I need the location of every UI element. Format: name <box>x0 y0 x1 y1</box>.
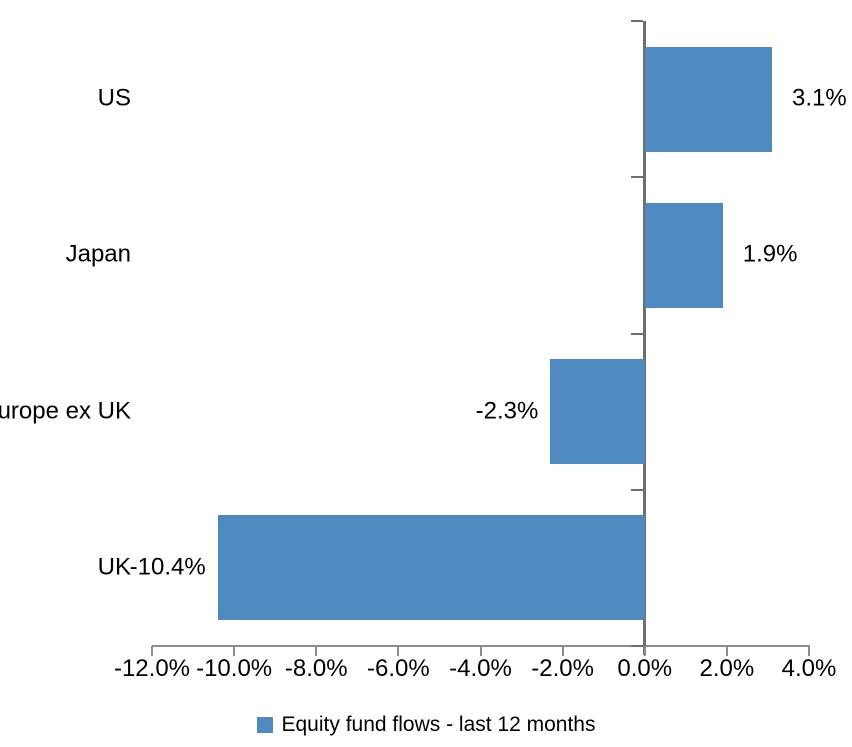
data-label: -10.4% <box>129 553 206 581</box>
category-label: Japan <box>65 240 131 268</box>
category-boundary-tick <box>631 20 644 22</box>
x-tick-label: -10.0% <box>196 655 273 682</box>
category-boundary-tick <box>631 176 644 179</box>
bar-us <box>644 46 773 152</box>
x-tick-label: -6.0% <box>367 655 430 682</box>
bar-europe-ex-uk <box>550 359 645 465</box>
x-tick-label: -4.0% <box>449 655 512 682</box>
x-axis-tick <box>315 646 318 656</box>
x-axis-tick <box>151 646 153 656</box>
x-tick-label: -12.0% <box>113 655 191 682</box>
legend-label: Equity fund flows - last 12 months <box>281 713 596 736</box>
x-tick-label: -2.0% <box>531 655 594 682</box>
x-tick-label: 2.0% <box>699 655 755 682</box>
x-tick-label: 0.0% <box>617 655 673 682</box>
x-axis-tick <box>643 646 646 656</box>
category-boundary-tick <box>631 332 644 335</box>
legend: Equity fund flows - last 12 months <box>0 710 852 740</box>
category-label: UK <box>97 553 131 581</box>
category-boundary-tick <box>631 645 644 647</box>
x-axis-tick <box>479 646 482 656</box>
legend-swatch-icon <box>256 717 273 733</box>
x-axis-tick <box>561 646 564 656</box>
x-tick-label: 4.0% <box>781 655 837 682</box>
category-boundary-tick <box>631 488 644 491</box>
bar-japan <box>644 202 723 308</box>
category-label: Europe ex UK <box>0 397 131 425</box>
x-axis-tick <box>233 646 236 656</box>
y-axis-zero-line <box>643 21 647 655</box>
x-axis-tick <box>725 646 728 656</box>
bar-uk <box>217 515 645 621</box>
category-label: US <box>97 84 131 112</box>
x-axis-tick <box>808 646 810 656</box>
data-label: 1.9% <box>742 240 798 268</box>
data-label: -2.3% <box>475 397 539 425</box>
x-axis-tick <box>397 646 400 656</box>
x-tick-label: -8.0% <box>284 655 348 682</box>
data-label: 3.1% <box>792 84 847 112</box>
